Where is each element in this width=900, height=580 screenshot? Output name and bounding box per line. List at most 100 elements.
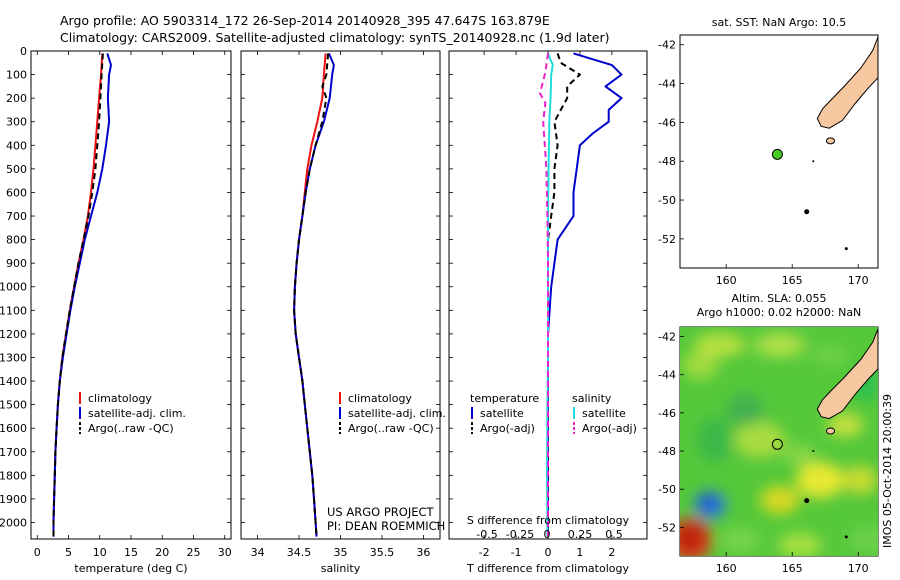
salinity-xtick-label: 36 bbox=[416, 546, 430, 559]
legend-label: satellite bbox=[582, 407, 626, 420]
salinity-xtick-label: 35.5 bbox=[370, 546, 395, 559]
temperature-ytick-label: 0 bbox=[20, 45, 27, 58]
temperature-ytick-label: 800 bbox=[6, 234, 27, 247]
sst_map-float-marker bbox=[771, 148, 783, 160]
difference-xtick-label: -1 bbox=[511, 546, 522, 559]
sla_map-ytick-label: -52 bbox=[658, 521, 676, 534]
sla-anomaly-blob bbox=[682, 351, 718, 379]
sla_map-xtick-label: 160 bbox=[716, 562, 737, 575]
sst_map-ytick-label: -52 bbox=[658, 233, 676, 246]
temperature-ytick-label: 1900 bbox=[0, 493, 27, 506]
sla-anomaly-blob bbox=[754, 333, 806, 357]
difference-xtick-label: 0 bbox=[545, 546, 552, 559]
salinity-axes-box bbox=[240, 50, 441, 540]
temperature-ytick-label: 1100 bbox=[0, 304, 27, 317]
temperature-xtick-label: 0 bbox=[34, 546, 41, 559]
salinity-xlabel: salinity bbox=[321, 562, 361, 575]
sla_map-land-south-island bbox=[816, 328, 879, 420]
sst_map-ytick-label: -44 bbox=[658, 78, 676, 91]
sst_map-ytick-label: -48 bbox=[658, 155, 676, 168]
temperature-ytick-label: 1000 bbox=[0, 281, 27, 294]
sla_map-ytick-label: -48 bbox=[658, 445, 676, 458]
temperature-ytick-label: 1200 bbox=[0, 328, 27, 341]
salinity-series-argo-raw-qc- bbox=[293, 53, 330, 537]
project-note-line1: US ARGO PROJECT bbox=[327, 505, 435, 519]
sla_map-xtick-label: 165 bbox=[782, 562, 803, 575]
sla_map-land-stewart-island bbox=[825, 427, 835, 435]
sla-anomaly-blob bbox=[697, 418, 733, 462]
difference-xlabel: T difference from climatology bbox=[466, 562, 629, 575]
sla-heatmap-blobs bbox=[680, 333, 878, 556]
sla-anomaly-blob bbox=[784, 445, 816, 465]
temperature-ytick-label: 600 bbox=[6, 186, 27, 199]
temperature-xlabel: temperature (deg C) bbox=[74, 562, 187, 575]
temperature-ytick-label: 1700 bbox=[0, 446, 27, 459]
salinity-xtick-label: 35 bbox=[334, 546, 348, 559]
temperature-series-argo-raw-qc- bbox=[52, 53, 104, 537]
sla-anomaly-blob bbox=[680, 524, 704, 552]
sst_map-land-snares-islands bbox=[812, 160, 815, 163]
sla_map-land-auckland-islands bbox=[804, 498, 810, 504]
legend-label: Argo(..raw -QC) bbox=[88, 422, 174, 435]
difference-xtick-label: 1 bbox=[576, 546, 583, 559]
sla-anomaly-blob bbox=[796, 462, 844, 498]
sst_map-ytick-label: -46 bbox=[658, 116, 676, 129]
difference-profile-panel: -2 -1 0 1 2 T difference from climatology temp… bbox=[448, 50, 648, 575]
sla_map-float-marker bbox=[771, 438, 783, 450]
temperature-ytick-label: 1800 bbox=[0, 469, 27, 482]
temperature-ytick-label: 500 bbox=[6, 163, 27, 176]
sla_map-ytick-label: -46 bbox=[658, 407, 676, 420]
legend-label: satellite bbox=[480, 407, 524, 420]
sst-map-title: sat. SST: NaN Argo: 10.5 bbox=[712, 16, 846, 29]
sla-anomaly-blob bbox=[734, 422, 786, 458]
sla-anomaly-blob bbox=[842, 466, 878, 494]
difference-xtick-label: -2 bbox=[479, 546, 490, 559]
difference-s-tick-label: -0.25 bbox=[506, 528, 534, 541]
sst_map-land-south-island bbox=[816, 36, 879, 129]
sla-anomaly-blob bbox=[778, 533, 822, 556]
figure-title-line2: Climatology: CARS2009. Satellite-adjuste… bbox=[60, 30, 610, 45]
temperature-ytick-label: 1600 bbox=[0, 422, 27, 435]
temperature-xtick-label: 15 bbox=[124, 546, 138, 559]
temperature-xtick-label: 5 bbox=[65, 546, 72, 559]
temperature-ytick-label: 1400 bbox=[0, 375, 27, 388]
difference-xtick-label: 2 bbox=[608, 546, 615, 559]
sst_map-land-auckland-islands bbox=[804, 209, 810, 215]
sla-map-title-line2: Argo h1000: 0.02 h2000: NaN bbox=[697, 306, 862, 319]
sst_map-xtick-label: 165 bbox=[782, 274, 803, 287]
sla_map-ytick-label: -42 bbox=[658, 331, 676, 344]
sla-anomaly-blob bbox=[848, 526, 878, 554]
temperature-ytick-label: 300 bbox=[6, 116, 27, 129]
legend-label: Argo(..raw -QC) bbox=[348, 422, 434, 435]
legend-title: salinity bbox=[572, 392, 612, 405]
sla-anomaly-blob bbox=[760, 486, 800, 514]
temperature-ytick-label: 400 bbox=[6, 139, 27, 152]
sla-anomaly-blob bbox=[727, 394, 763, 426]
sst_map-xtick-label: 170 bbox=[848, 274, 869, 287]
legend-label: Argo(-adj) bbox=[480, 422, 535, 435]
sla-map-title-line1: Altim. SLA: 0.055 bbox=[731, 292, 826, 305]
temperature-xtick-label: 25 bbox=[187, 546, 201, 559]
difference-s-tick-label: 0.25 bbox=[568, 528, 593, 541]
sla-anomaly-blob bbox=[827, 413, 863, 437]
sst_map-xtick-label: 160 bbox=[716, 274, 737, 287]
temperature-ytick-label: 200 bbox=[6, 92, 27, 105]
difference-s-tick-label: -0.5 bbox=[476, 528, 497, 541]
legend-title: temperature bbox=[470, 392, 539, 405]
legend-label: climatology bbox=[88, 392, 152, 405]
legend-label: satellite-adj. clim. bbox=[348, 407, 446, 420]
figure-title-line1: Argo profile: AO 5903314_172 26-Sep-2014… bbox=[60, 13, 550, 28]
sla-heatmap-field bbox=[680, 327, 878, 556]
temperature-ytick-label: 1500 bbox=[0, 399, 27, 412]
sla_map-xtick-label: 170 bbox=[848, 562, 869, 575]
sla-anomaly-blob bbox=[720, 528, 760, 552]
temperature-ytick-label: 2000 bbox=[0, 516, 27, 529]
difference-series-temperature-argo-adj- bbox=[547, 53, 581, 537]
difference-series-salinity-argo-adj- bbox=[539, 53, 549, 537]
legend-label: satellite-adj. clim. bbox=[88, 407, 186, 420]
sst_map-ytick-label: -42 bbox=[658, 39, 676, 52]
sla_map-land-campbell-island bbox=[844, 535, 848, 539]
salinity-xtick-label: 34.5 bbox=[287, 546, 312, 559]
sla-anomaly-blob bbox=[812, 345, 848, 365]
